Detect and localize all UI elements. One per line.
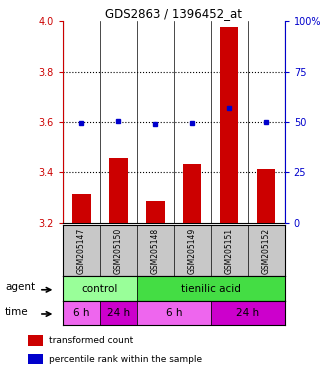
Title: GDS2863 / 1396452_at: GDS2863 / 1396452_at — [105, 7, 242, 20]
Text: 6 h: 6 h — [73, 308, 90, 318]
Bar — [28, 335, 43, 346]
Bar — [63, 276, 137, 301]
Text: 6 h: 6 h — [166, 308, 182, 318]
Text: control: control — [82, 283, 118, 294]
Bar — [220, 27, 238, 223]
Bar — [109, 159, 127, 223]
Text: GSM205149: GSM205149 — [188, 227, 197, 274]
Bar — [183, 164, 202, 223]
Text: GSM205147: GSM205147 — [77, 227, 86, 274]
Text: GSM205152: GSM205152 — [262, 227, 271, 274]
Bar — [137, 301, 211, 325]
Text: GSM205151: GSM205151 — [225, 227, 234, 274]
Text: 24 h: 24 h — [107, 308, 130, 318]
Text: time: time — [5, 306, 29, 316]
Text: GSM205150: GSM205150 — [114, 227, 123, 274]
Text: agent: agent — [5, 282, 35, 292]
Text: tienilic acid: tienilic acid — [181, 283, 241, 294]
Text: 24 h: 24 h — [236, 308, 259, 318]
Text: transformed count: transformed count — [49, 336, 134, 345]
Bar — [146, 201, 165, 223]
Text: percentile rank within the sample: percentile rank within the sample — [49, 354, 203, 364]
Bar — [63, 301, 100, 325]
Bar — [100, 301, 137, 325]
Bar — [28, 354, 43, 364]
Text: GSM205148: GSM205148 — [151, 227, 160, 274]
Bar — [257, 169, 275, 223]
Bar — [72, 194, 91, 223]
Bar — [211, 301, 285, 325]
Bar — [137, 276, 285, 301]
